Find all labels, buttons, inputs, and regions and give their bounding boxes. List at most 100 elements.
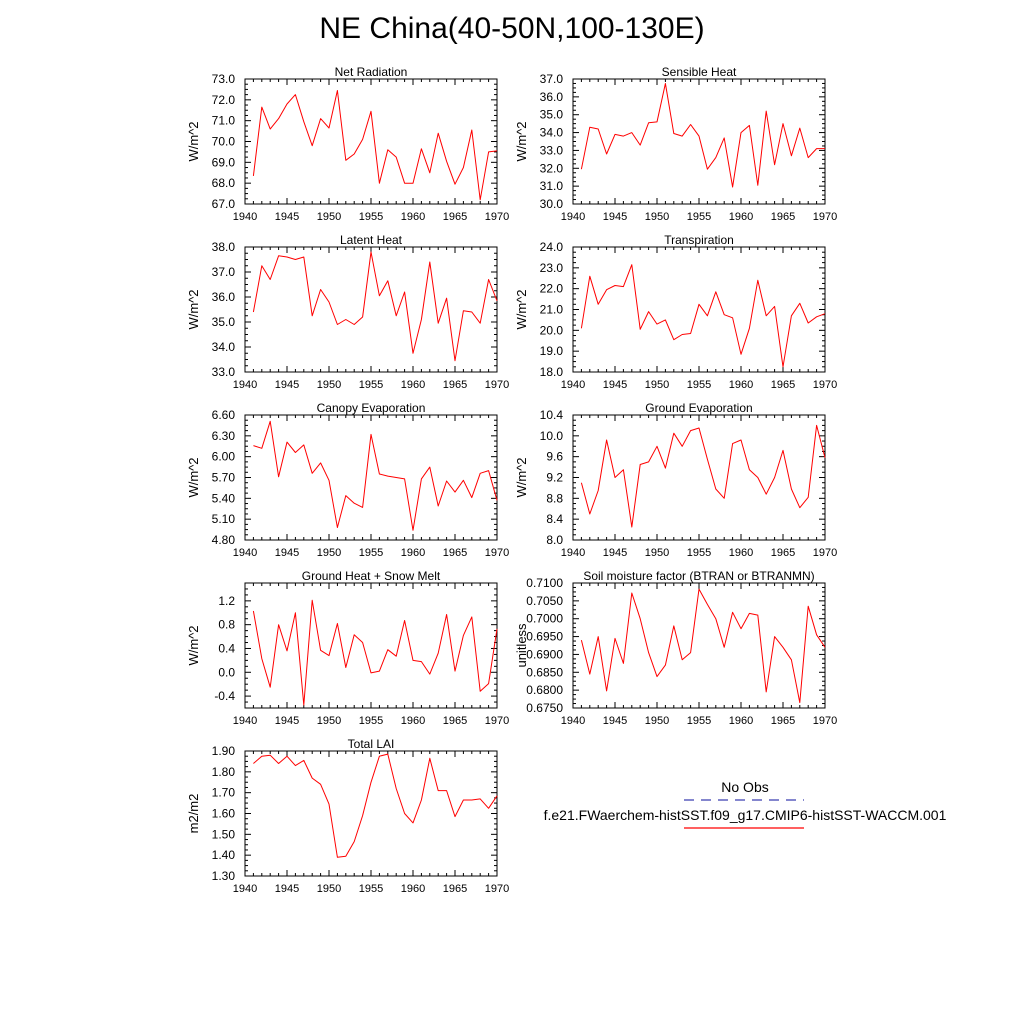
panel-title: Net Radiation — [335, 65, 408, 79]
y-tick-label: 1.90 — [212, 744, 236, 758]
plot-frame — [572, 246, 826, 373]
x-tick-label: 1970 — [485, 379, 509, 391]
x-tick-label: 1970 — [813, 715, 837, 727]
x-tick-label: 1970 — [813, 211, 837, 223]
x-tick-label: 1955 — [687, 379, 711, 391]
y-axis-label: m2/m2 — [186, 794, 201, 834]
x-tick-label: 1940 — [561, 715, 585, 727]
x-tick-label: 1945 — [275, 379, 299, 391]
x-tick-label: 1955 — [359, 379, 383, 391]
x-tick-label: 1945 — [275, 883, 299, 895]
series-line — [252, 599, 498, 706]
y-tick-label: 69.0 — [212, 155, 236, 169]
y-tick-label: 1.60 — [212, 807, 236, 821]
x-tick-label: 1960 — [401, 547, 425, 559]
series-line — [580, 83, 825, 188]
x-tick-label: 1940 — [561, 547, 585, 559]
panel-title: Ground Evaporation — [645, 401, 752, 415]
x-tick-label: 1970 — [485, 211, 509, 223]
x-tick-label: 1965 — [443, 883, 467, 895]
panel-title: Sensible Heat — [662, 65, 737, 79]
x-tick-label: 1965 — [443, 715, 467, 727]
y-axis-label: W/m^2 — [186, 121, 201, 161]
y-tick-label: 73.0 — [212, 72, 236, 86]
y-tick-label: 33.0 — [212, 365, 236, 379]
y-tick-label: 9.2 — [546, 471, 563, 485]
y-tick-label: 37.0 — [540, 72, 564, 86]
x-tick-label: 1965 — [443, 547, 467, 559]
x-tick-label: 1970 — [485, 715, 509, 727]
y-tick-label: 5.40 — [212, 491, 236, 505]
x-tick-label: 1955 — [359, 883, 383, 895]
y-tick-label: -0.4 — [214, 689, 235, 703]
panel-2: Sensible Heat W/m^2 1940 1945 1950 1955 1960 19… — [514, 65, 837, 223]
y-tick-label: 0.6900 — [526, 647, 563, 661]
x-tick-label: 1940 — [561, 379, 585, 391]
legend-obs-label: No Obs — [721, 779, 769, 795]
y-tick-label: 6.60 — [212, 408, 236, 422]
x-tick-label: 1960 — [729, 379, 753, 391]
x-tick-label: 1945 — [275, 715, 299, 727]
x-tick-label: 1970 — [485, 883, 509, 895]
y-tick-label: 23.0 — [540, 261, 564, 275]
y-tick-label: 1.50 — [212, 827, 236, 841]
series-line — [252, 251, 498, 362]
panel-title: Total LAI — [348, 737, 395, 751]
panel-title: Latent Heat — [340, 233, 403, 247]
y-axis-label: W/m^2 — [186, 289, 201, 329]
panel-title: Soil moisture factor (BTRAN or BTRANMN) — [583, 569, 814, 583]
y-axis-label: W/m^2 — [186, 625, 201, 665]
y-tick-label: 0.8 — [218, 618, 235, 632]
x-tick-label: 1970 — [813, 379, 837, 391]
x-tick-label: 1965 — [771, 547, 795, 559]
x-tick-label: 1955 — [687, 211, 711, 223]
y-tick-label: 70.0 — [212, 135, 236, 149]
x-tick-label: 1960 — [401, 379, 425, 391]
series-line — [253, 420, 498, 531]
x-tick-label: 1955 — [359, 547, 383, 559]
x-tick-label: 1950 — [317, 715, 341, 727]
panel-title: Canopy Evaporation — [317, 401, 426, 415]
x-tick-label: 1965 — [771, 211, 795, 223]
x-tick-label: 1965 — [771, 379, 795, 391]
x-tick-label: 1955 — [687, 715, 711, 727]
y-tick-label: 68.0 — [212, 176, 236, 190]
x-tick-label: 1955 — [359, 715, 383, 727]
plot-frame — [244, 246, 498, 373]
x-tick-label: 1955 — [359, 211, 383, 223]
plot-frame — [244, 414, 498, 541]
x-tick-label: 1940 — [233, 715, 257, 727]
series-line — [580, 588, 826, 704]
panel-title: Transpiration — [664, 233, 734, 247]
y-tick-label: 38.0 — [212, 240, 236, 254]
y-tick-label: 31.0 — [540, 179, 564, 193]
y-tick-label: 0.7050 — [526, 594, 563, 608]
x-tick-label: 1950 — [645, 379, 669, 391]
y-tick-label: 0.7100 — [526, 576, 563, 590]
y-tick-label: 1.70 — [212, 786, 236, 800]
x-tick-label: 1940 — [233, 547, 257, 559]
y-tick-label: 35.0 — [540, 108, 564, 122]
y-tick-label: 67.0 — [212, 197, 236, 211]
legend-model-label: f.e21.FWaerchem-histSST.f09_g17.CMIP6-hi… — [543, 807, 947, 823]
y-tick-label: 6.30 — [212, 429, 236, 443]
x-tick-label: 1950 — [317, 547, 341, 559]
y-tick-label: 18.0 — [540, 365, 564, 379]
panel-3: Latent Heat W/m^2 1940 1945 1950 1955 1960 1965… — [186, 233, 509, 391]
x-tick-label: 1940 — [233, 883, 257, 895]
y-tick-label: 36.0 — [540, 90, 564, 104]
panel-title: Ground Heat + Snow Melt — [302, 569, 441, 583]
x-tick-label: 1945 — [603, 211, 627, 223]
y-tick-label: 19.0 — [540, 344, 564, 358]
x-tick-label: 1950 — [645, 211, 669, 223]
x-tick-label: 1945 — [275, 211, 299, 223]
y-tick-label: 8.8 — [546, 491, 563, 505]
x-tick-label: 1940 — [233, 211, 257, 223]
y-tick-label: 1.30 — [212, 869, 236, 883]
x-tick-label: 1945 — [275, 547, 299, 559]
legend-obs-line — [684, 799, 804, 801]
x-tick-label: 1940 — [561, 211, 585, 223]
x-tick-label: 1970 — [485, 547, 509, 559]
x-tick-label: 1960 — [729, 547, 753, 559]
